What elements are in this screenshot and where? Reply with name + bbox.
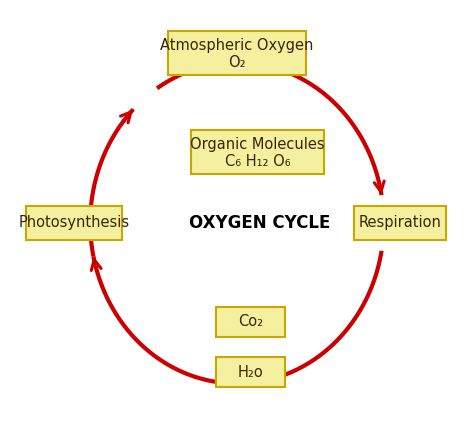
Text: OXYGEN CYCLE: OXYGEN CYCLE [189,214,331,232]
Text: Photosynthesis: Photosynthesis [18,215,130,231]
Text: Atmospheric Oxygen: Atmospheric Oxygen [160,38,314,53]
Text: Organic Molecules: Organic Molecules [191,137,325,151]
FancyBboxPatch shape [26,206,122,240]
Text: C₆ H₁₂ O₆: C₆ H₁₂ O₆ [225,154,291,168]
FancyBboxPatch shape [168,31,306,75]
FancyBboxPatch shape [216,307,285,337]
FancyBboxPatch shape [216,357,285,387]
Text: Respiration: Respiration [358,215,441,231]
FancyBboxPatch shape [354,206,446,240]
Text: H₂o: H₂o [238,365,264,379]
FancyBboxPatch shape [191,130,324,174]
Text: Co₂: Co₂ [238,314,264,329]
Text: O₂: O₂ [228,55,246,70]
